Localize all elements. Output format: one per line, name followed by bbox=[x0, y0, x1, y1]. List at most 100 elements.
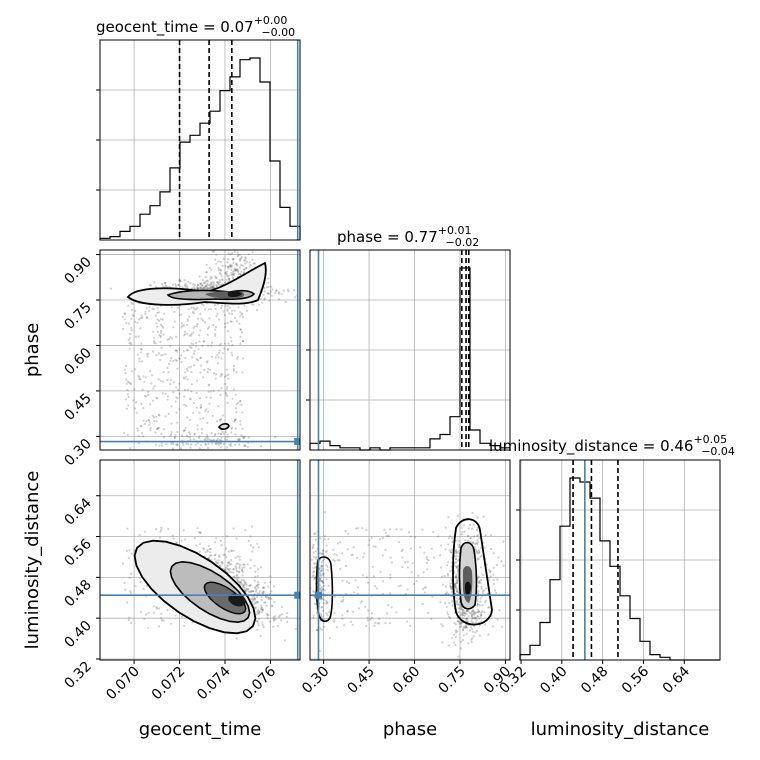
scatter-point bbox=[155, 322, 158, 325]
scatter-point bbox=[455, 575, 458, 578]
scatter-point bbox=[476, 577, 479, 580]
scatter-point bbox=[213, 250, 216, 253]
scatter-point bbox=[200, 282, 203, 285]
scatter-point bbox=[256, 620, 259, 623]
scatter-point bbox=[319, 537, 322, 540]
scatter-point bbox=[437, 535, 440, 538]
scatter-point bbox=[455, 557, 458, 561]
scatter-point bbox=[470, 619, 473, 622]
scatter-point bbox=[230, 427, 233, 430]
scatter-point bbox=[224, 305, 227, 308]
scatter-point bbox=[478, 604, 481, 607]
scatter-point bbox=[439, 554, 442, 557]
scatter-point bbox=[214, 560, 217, 563]
scatter-point bbox=[263, 601, 266, 604]
scatter-point bbox=[208, 438, 211, 441]
scatter-point bbox=[251, 258, 254, 261]
scatter-point bbox=[255, 620, 258, 623]
panel-frame bbox=[309, 249, 511, 451]
scatter-point bbox=[225, 446, 229, 449]
scatter-point bbox=[217, 362, 220, 365]
scatter-point bbox=[254, 601, 257, 604]
scatter-point bbox=[199, 283, 202, 286]
scatter-point bbox=[155, 285, 158, 289]
scatter-point bbox=[170, 357, 173, 360]
scatter-point bbox=[226, 261, 229, 264]
scatter-point bbox=[218, 344, 221, 347]
scatter-point bbox=[235, 320, 238, 323]
scatter-point bbox=[455, 550, 458, 553]
scatter-point bbox=[203, 368, 206, 371]
scatter-point bbox=[218, 439, 221, 442]
scatter-point bbox=[167, 527, 170, 531]
scatter-point bbox=[152, 308, 155, 311]
scatter-point bbox=[348, 581, 351, 585]
scatter-point bbox=[454, 592, 457, 595]
scatter-point bbox=[157, 426, 161, 429]
scatter-point bbox=[239, 273, 242, 276]
scatter-point bbox=[156, 318, 159, 321]
y-tick-label: 0.60 bbox=[61, 345, 94, 378]
scatter-point bbox=[467, 610, 470, 613]
scatter-point bbox=[397, 541, 401, 544]
scatter-point bbox=[455, 575, 458, 578]
scatter-point bbox=[267, 281, 270, 284]
scatter-point bbox=[263, 297, 266, 300]
scatter-point bbox=[156, 311, 159, 314]
scatter-point bbox=[333, 611, 336, 614]
scatter-point bbox=[339, 567, 342, 571]
scatter-point bbox=[163, 282, 166, 285]
scatter-point bbox=[178, 357, 181, 360]
scatter-point bbox=[222, 246, 224, 248]
scatter-point bbox=[213, 557, 216, 561]
scatter-point bbox=[233, 575, 236, 578]
injection-marker bbox=[294, 591, 300, 599]
scatter-point bbox=[121, 562, 124, 565]
scatter-point bbox=[239, 264, 243, 267]
scatter-point bbox=[164, 392, 167, 396]
scatter-point bbox=[257, 609, 260, 612]
scatter-point bbox=[465, 619, 468, 623]
scatter-point bbox=[322, 549, 325, 552]
scatter-point bbox=[242, 271, 246, 274]
scatter-point bbox=[198, 530, 201, 534]
scatter-point bbox=[456, 559, 459, 562]
scatter-point bbox=[476, 543, 479, 546]
scatter-point bbox=[326, 565, 329, 569]
x-tick-label: 0.64 bbox=[660, 663, 693, 696]
scatter-point bbox=[463, 625, 466, 628]
scatter-point bbox=[372, 545, 375, 548]
scatter-point bbox=[325, 564, 328, 567]
scatter-point bbox=[182, 324, 185, 327]
scatter-point bbox=[158, 319, 161, 322]
scatter-point bbox=[201, 284, 204, 287]
scatter-point bbox=[476, 600, 479, 603]
scatter-point bbox=[142, 407, 145, 410]
scatter-point bbox=[228, 570, 231, 573]
scatter-point bbox=[426, 568, 429, 571]
scatter-point bbox=[152, 387, 155, 390]
scatter-point bbox=[379, 570, 382, 574]
scatter-point bbox=[202, 319, 205, 322]
scatter-point bbox=[206, 434, 209, 437]
scatter-point bbox=[184, 356, 187, 360]
scatter-point bbox=[230, 264, 234, 267]
scatter-point bbox=[161, 318, 164, 321]
scatter-point bbox=[224, 569, 227, 572]
scatter-point bbox=[207, 544, 210, 548]
scatter-point bbox=[321, 581, 324, 584]
scatter-point bbox=[238, 253, 241, 256]
scatter-point bbox=[462, 614, 465, 617]
scatter-point bbox=[319, 571, 322, 574]
scatter-point bbox=[155, 354, 158, 357]
scatter-point bbox=[314, 532, 317, 535]
scatter-point bbox=[470, 615, 473, 618]
scatter-point bbox=[321, 569, 324, 572]
scatter-point bbox=[460, 526, 463, 530]
scatter-point bbox=[462, 634, 465, 637]
scatter-point bbox=[365, 624, 368, 627]
scatter-point bbox=[320, 561, 323, 564]
title-phase-minus: −0.02 bbox=[446, 236, 480, 249]
scatter-point bbox=[172, 360, 175, 363]
scatter-point bbox=[467, 535, 470, 538]
